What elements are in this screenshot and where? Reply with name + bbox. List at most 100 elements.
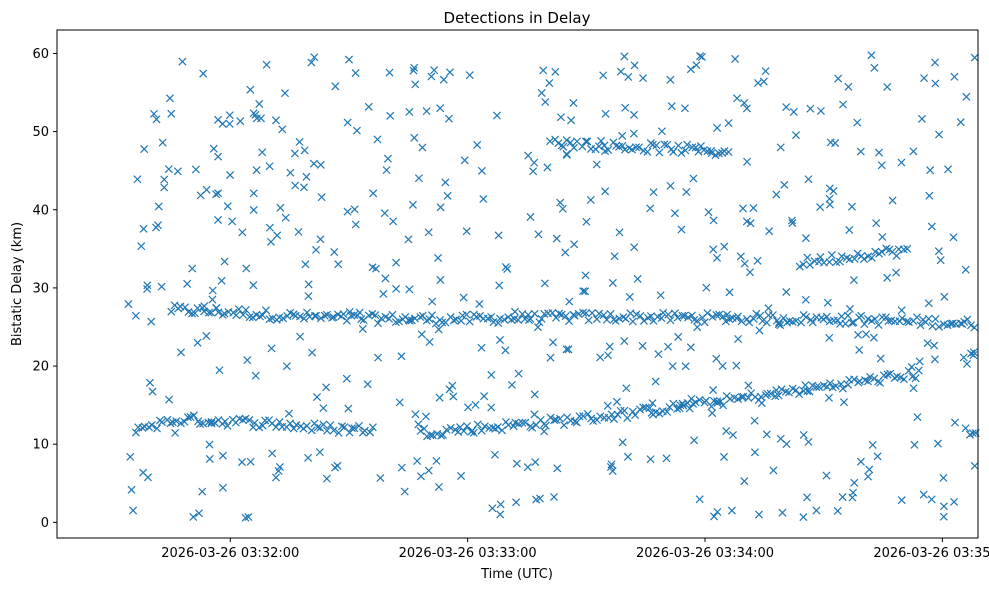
data-point: [439, 75, 448, 84]
data-point: [795, 262, 804, 271]
data-point: [837, 252, 846, 261]
data-point: [449, 316, 458, 325]
data-point: [556, 198, 565, 207]
data-point: [666, 316, 675, 325]
data-point: [823, 298, 832, 307]
data-point: [719, 452, 729, 461]
data-point: [841, 319, 850, 328]
data-point: [310, 311, 319, 321]
data-point: [845, 304, 854, 313]
data-point: [709, 245, 718, 254]
data-point: [860, 255, 869, 264]
data-point: [189, 512, 198, 521]
data-point: [837, 380, 846, 389]
data-point: [477, 166, 486, 175]
data-point: [167, 109, 176, 118]
data-point: [434, 482, 443, 491]
data-point: [249, 189, 258, 198]
data-point: [962, 92, 971, 101]
data-point: [774, 320, 783, 329]
data-point: [313, 423, 322, 432]
data-point: [822, 312, 831, 321]
data-point: [337, 422, 346, 431]
data-point: [435, 393, 444, 402]
data-point: [876, 378, 885, 387]
data-point: [308, 348, 317, 357]
data-point: [417, 330, 426, 339]
data-point: [660, 140, 669, 149]
data-point: [245, 416, 254, 425]
data-point: [343, 207, 352, 216]
data-point: [311, 245, 321, 254]
data-point: [719, 401, 728, 410]
data-point: [737, 317, 746, 326]
data-point: [608, 278, 617, 287]
data-point: [601, 187, 610, 196]
data-point: [428, 297, 437, 306]
data-point: [923, 339, 932, 348]
data-point: [449, 392, 458, 401]
data-point: [718, 361, 727, 370]
plot-frame: [56, 29, 979, 539]
data-point: [720, 242, 729, 251]
data-point: [695, 395, 704, 404]
data-point: [742, 217, 751, 226]
data-point: [788, 219, 797, 228]
data-point: [623, 452, 632, 461]
data-point: [860, 320, 869, 329]
data-point: [286, 168, 295, 177]
data-point: [545, 79, 554, 88]
data-point: [803, 387, 812, 396]
data-point: [838, 384, 847, 393]
data-point: [847, 202, 856, 211]
data-point: [445, 385, 454, 394]
data-point: [221, 417, 230, 426]
data-point: [935, 130, 944, 139]
data-point: [411, 410, 420, 419]
data-point: [265, 162, 274, 171]
data-point: [732, 94, 742, 103]
data-point: [970, 323, 979, 332]
data-point: [634, 143, 644, 152]
data-point: [211, 190, 221, 199]
data-point: [262, 60, 271, 69]
data-point: [856, 457, 865, 466]
data-point: [799, 430, 808, 440]
data-point: [680, 104, 689, 113]
data-point: [897, 306, 906, 315]
data-point: [920, 74, 929, 83]
data-point: [764, 304, 773, 313]
data-point: [223, 421, 232, 430]
data-point: [238, 228, 247, 237]
data-point: [507, 315, 516, 324]
data-point: [299, 314, 309, 323]
data-point: [438, 430, 447, 439]
data-point: [677, 148, 686, 157]
data-point: [950, 418, 959, 427]
data-point: [740, 259, 749, 268]
data-point: [850, 478, 859, 487]
data-point: [410, 63, 419, 72]
data-point: [551, 313, 561, 322]
data-point: [707, 146, 716, 155]
data-point: [414, 174, 423, 183]
data-point: [629, 129, 638, 138]
data-point: [252, 166, 261, 175]
data-point: [579, 287, 588, 296]
data-point: [492, 111, 502, 120]
data-point: [255, 99, 264, 108]
data-point: [646, 204, 655, 213]
data-point: [863, 377, 872, 386]
data-point: [154, 202, 163, 211]
data-point: [721, 317, 730, 326]
data-point: [301, 260, 310, 269]
data-point: [514, 315, 523, 324]
data-point: [781, 387, 790, 396]
data-point: [687, 394, 696, 403]
data-point: [143, 284, 152, 293]
data-point: [200, 302, 209, 311]
data-point: [530, 309, 539, 318]
data-point: [299, 183, 309, 192]
data-point: [766, 389, 775, 398]
